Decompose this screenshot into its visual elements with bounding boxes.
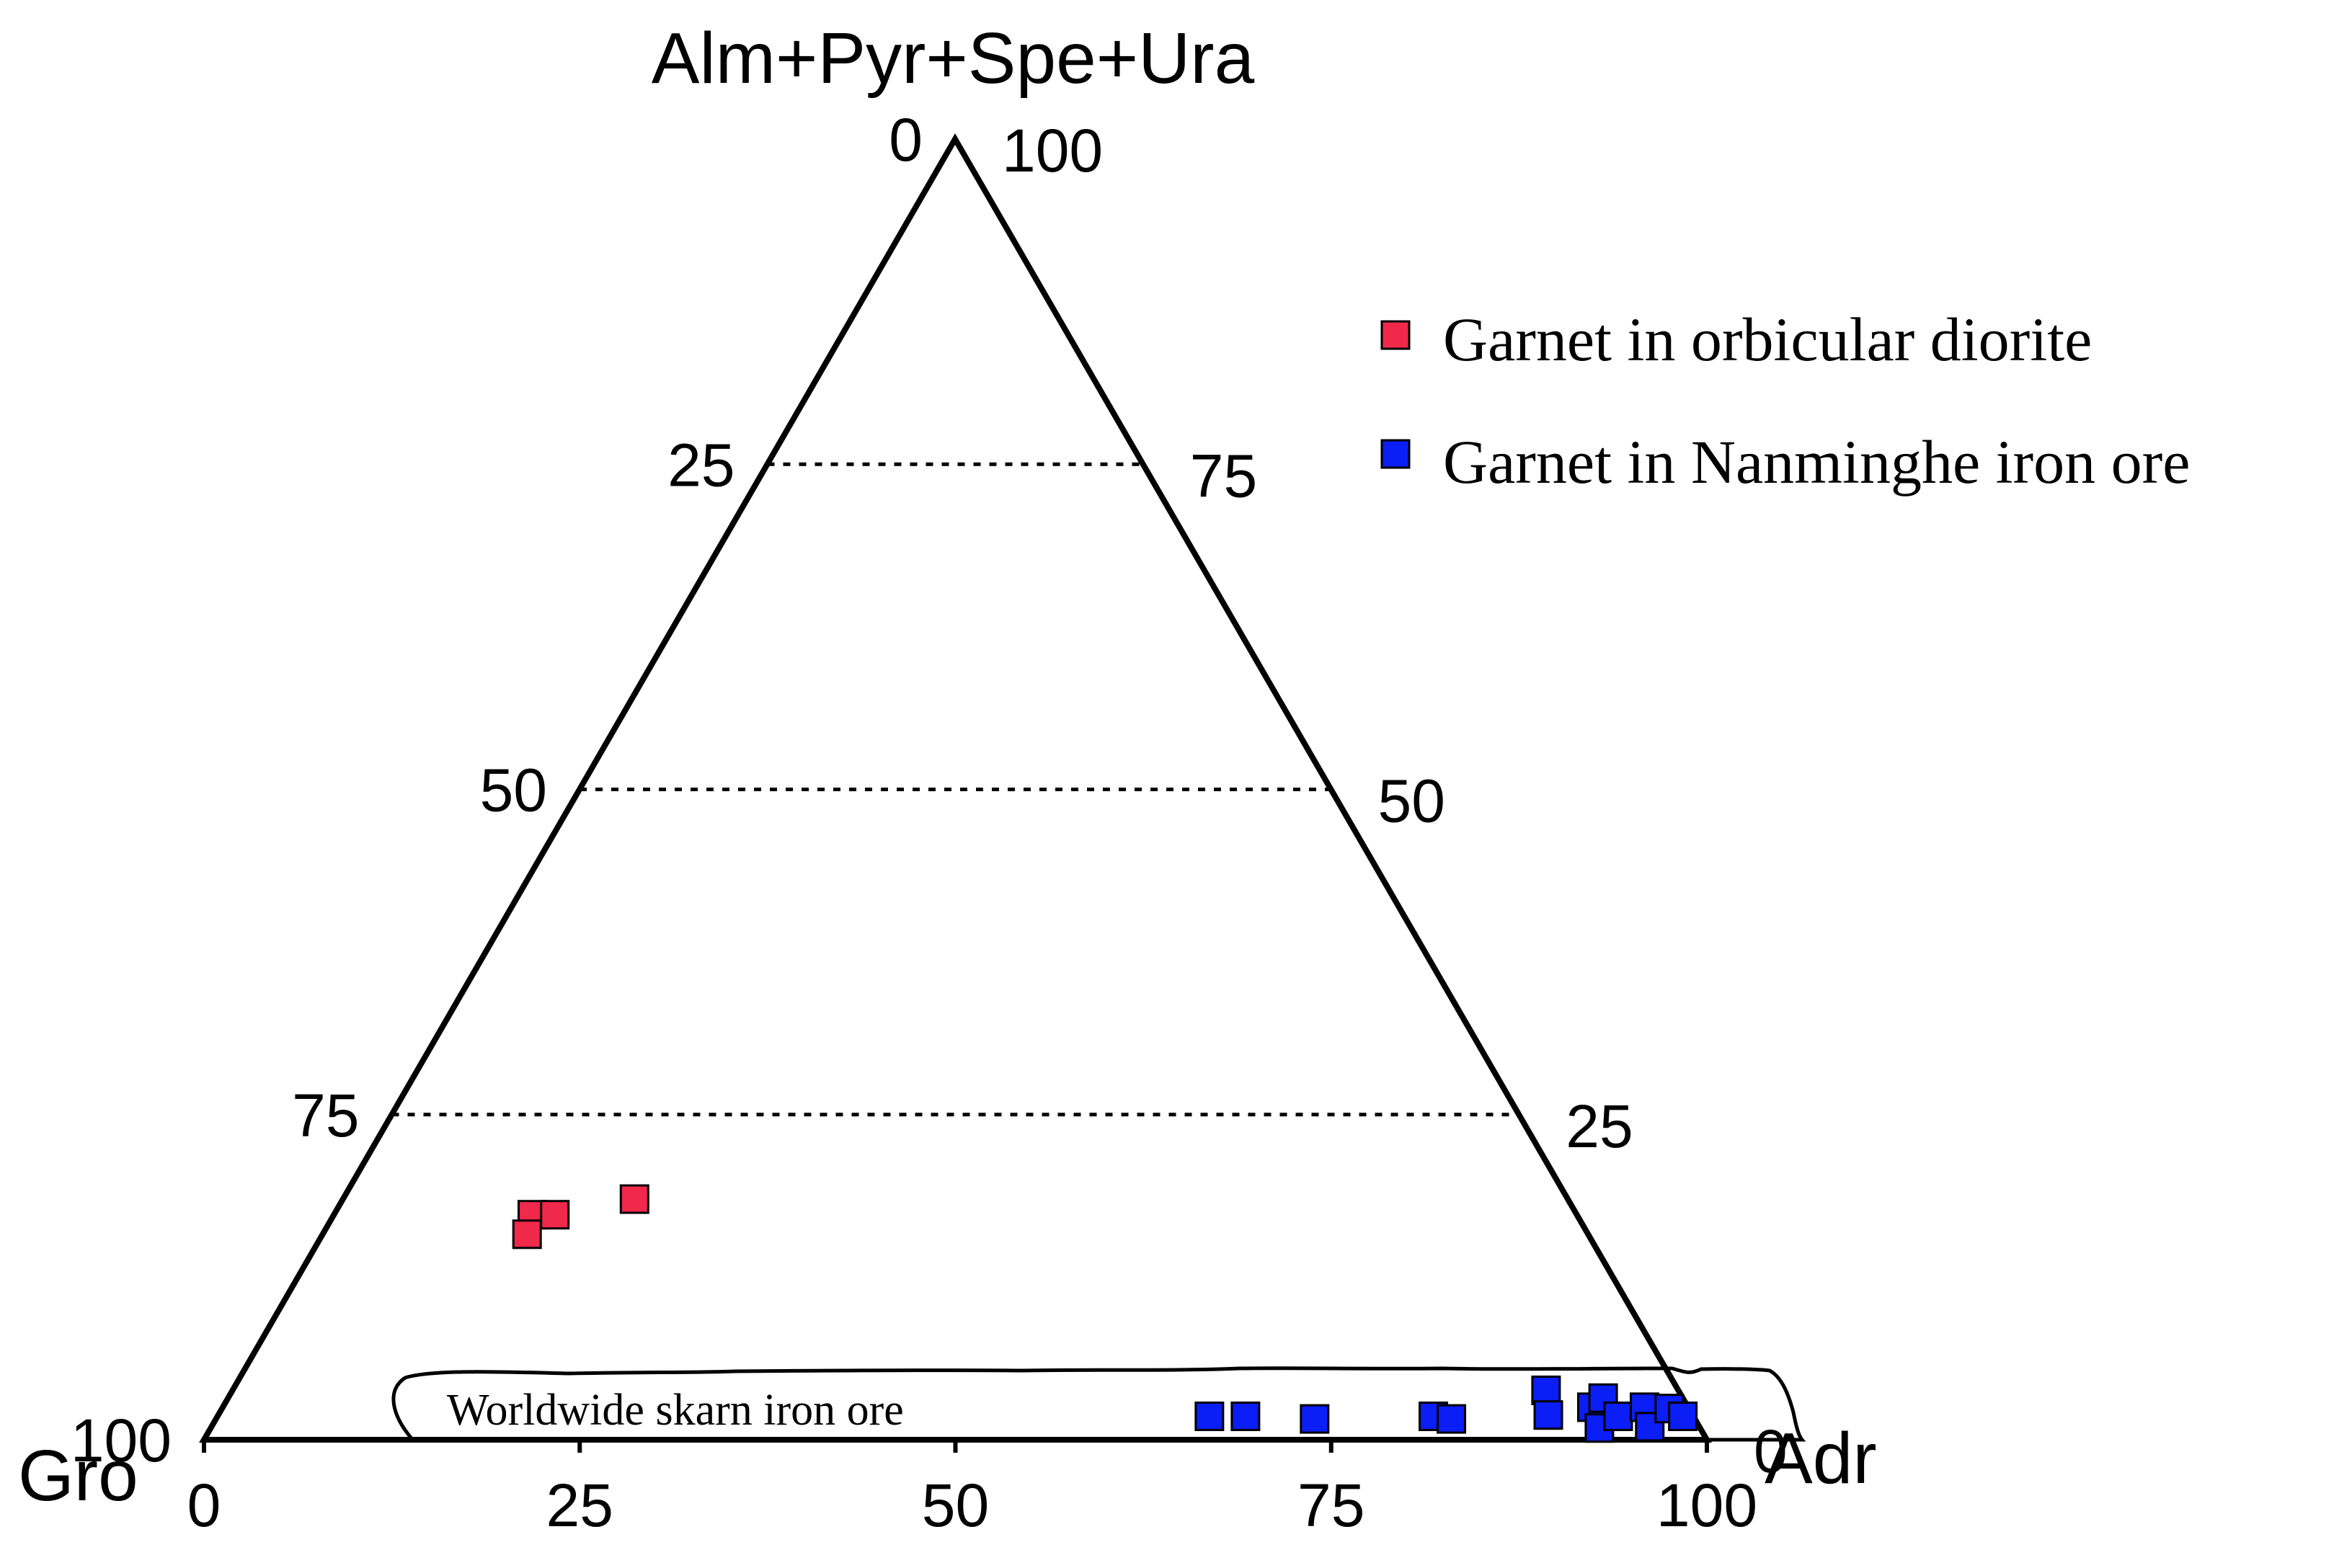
data-point-nanminghe-iron-ore <box>1531 1375 1561 1405</box>
data-point-orbicular-diorite <box>619 1184 649 1214</box>
legend-marker-nanminghe-iron-ore <box>1380 439 1411 469</box>
legend: Garnet in orbicular diorite Garnet in Na… <box>1380 305 2190 496</box>
legend-marker-orbicular-diorite <box>1380 320 1411 350</box>
legend-label-orbicular-diorite: Garnet in orbicular diorite <box>1443 305 2092 374</box>
bottom-tick-label: 50 <box>922 1471 989 1539</box>
right-tick-label: 75 <box>1190 442 1257 509</box>
grid-layer <box>391 462 1519 1117</box>
apex-label-left: Gro <box>18 1435 138 1516</box>
left-tick-label: 100 <box>71 1407 172 1474</box>
apex-label-top: Alm+Pyr+Spe+Ura <box>652 18 1255 99</box>
data-point-orbicular-diorite <box>512 1219 542 1250</box>
skarn-field-outline <box>391 1366 1806 1442</box>
data-point-nanminghe-iron-ore <box>1668 1402 1698 1432</box>
data-point-nanminghe-iron-ore <box>1230 1402 1261 1432</box>
left-tick-label: 75 <box>292 1082 359 1149</box>
right-tick-label: 0 <box>1754 1417 1788 1485</box>
left-tick-label: 0 <box>889 106 923 174</box>
left-tick-label: 50 <box>480 757 547 824</box>
bottom-tick-label: 100 <box>1656 1471 1757 1539</box>
legend-item-orbicular-diorite: Garnet in orbicular diorite <box>1380 305 2092 374</box>
apex-label-right: Adr <box>1765 1418 1877 1499</box>
data-point-orbicular-diorite <box>540 1200 570 1230</box>
left-tick-label: 25 <box>667 431 735 499</box>
right-tick-label: 50 <box>1378 767 1445 835</box>
bottom-tick-label: 25 <box>546 1471 613 1539</box>
data-point-nanminghe-iron-ore <box>1533 1400 1563 1430</box>
right-tick-label: 100 <box>1002 117 1103 184</box>
right-tick-label: 25 <box>1566 1092 1633 1160</box>
skarn-field-label: Worldwide skarn iron ore <box>447 1386 904 1435</box>
point-layer <box>512 1184 1698 1443</box>
data-point-nanminghe-iron-ore <box>1603 1402 1633 1432</box>
legend-label-nanminghe-iron-ore: Garnet in Nanminghe iron ore <box>1443 427 2190 496</box>
data-point-nanminghe-iron-ore <box>1194 1402 1225 1432</box>
data-point-nanminghe-iron-ore <box>1300 1404 1330 1434</box>
bottom-tick-label: 75 <box>1297 1471 1364 1539</box>
bottom-tick-label: 0 <box>187 1471 221 1539</box>
legend-item-nanminghe-iron-ore: Garnet in Nanminghe iron ore <box>1380 427 2190 496</box>
data-point-nanminghe-iron-ore <box>1437 1404 1467 1434</box>
